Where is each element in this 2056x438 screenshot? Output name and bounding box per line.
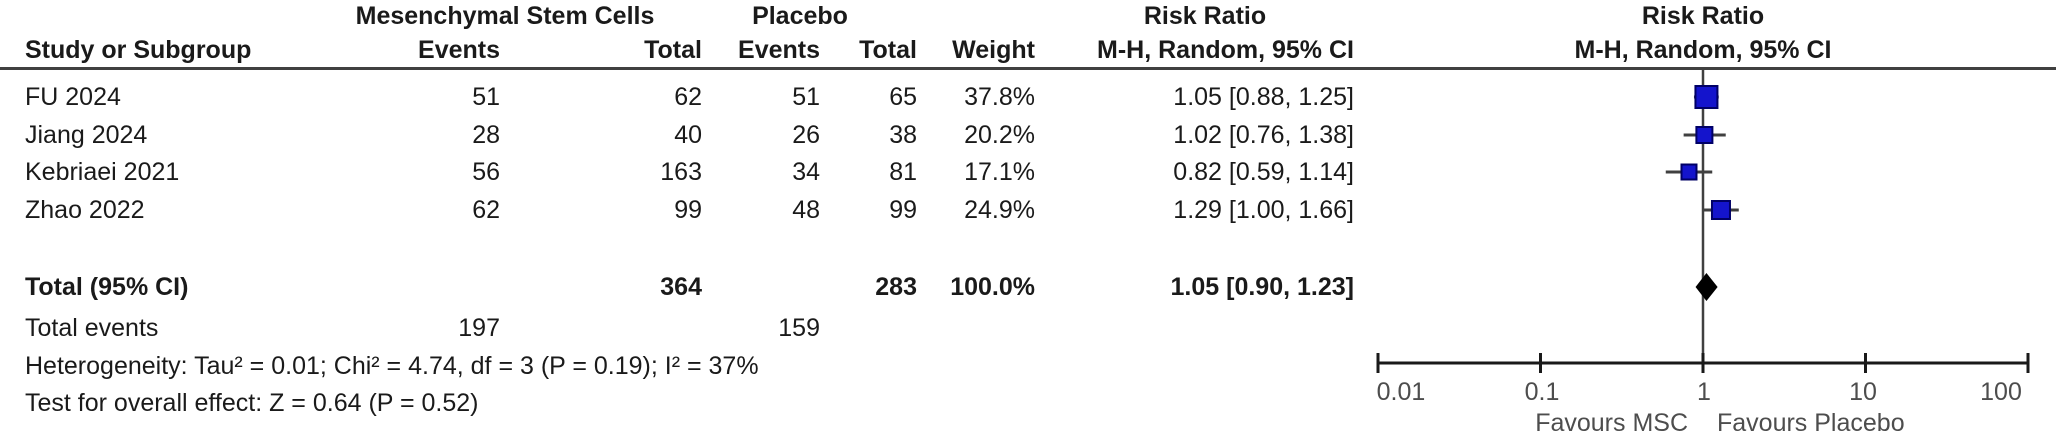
group-header-msc: Mesenchymal Stem Cells bbox=[355, 2, 655, 30]
study-name: Kebriaei 2021 bbox=[25, 158, 180, 186]
overall-effect-text: Test for overall effect: Z = 0.64 (P = 0… bbox=[25, 389, 479, 417]
axis-tick-label: 100 bbox=[1980, 378, 2022, 406]
axis-tick-label: 0.01 bbox=[1376, 378, 1426, 406]
plot-header-risk-ratio: Risk Ratio bbox=[1641, 2, 1765, 30]
msc-events: 62 bbox=[472, 196, 500, 224]
weight: 20.2% bbox=[964, 121, 1035, 149]
pl-events: 51 bbox=[792, 83, 820, 111]
rr-ci-text: 1.02 [0.76, 1.38] bbox=[1173, 121, 1354, 149]
total-events-pl: 159 bbox=[778, 314, 820, 342]
pl-events: 34 bbox=[792, 158, 820, 186]
header-rule bbox=[0, 67, 2056, 70]
col-header-msc-total: Total bbox=[644, 36, 702, 64]
pl-events: 48 bbox=[792, 196, 820, 224]
total-events-label: Total events bbox=[25, 314, 159, 342]
axis-tick-label: 10 bbox=[1849, 378, 1877, 406]
total-label: Total (95% CI) bbox=[25, 273, 189, 301]
rr-ci-text: 1.29 [1.00, 1.66] bbox=[1173, 196, 1354, 224]
weight: 24.9% bbox=[964, 196, 1035, 224]
msc-total: 99 bbox=[674, 196, 702, 224]
pl-total: 81 bbox=[889, 158, 917, 186]
col-header-pl-events: Events bbox=[738, 36, 820, 64]
group-header-risk-ratio: Risk Ratio bbox=[1143, 2, 1267, 30]
pl-total: 99 bbox=[889, 196, 917, 224]
favours-right-label: Favours Placebo bbox=[1717, 409, 1905, 437]
axis-tick-label: 1 bbox=[1697, 378, 1711, 406]
msc-events: 56 bbox=[472, 158, 500, 186]
study-name: Zhao 2022 bbox=[25, 196, 145, 224]
msc-total: 62 bbox=[674, 83, 702, 111]
total-rr-ci: 1.05 [0.90, 1.23] bbox=[1170, 273, 1354, 301]
heterogeneity-text: Heterogeneity: Tau² = 0.01; Chi² = 4.74,… bbox=[25, 352, 759, 380]
favours-left-label: Favours MSC bbox=[1535, 409, 1688, 437]
pl-total: 65 bbox=[889, 83, 917, 111]
col-header-study: Study or Subgroup bbox=[25, 36, 252, 64]
total-pl-n: 283 bbox=[875, 273, 917, 301]
study-name: FU 2024 bbox=[25, 83, 121, 111]
rr-ci-text: 0.82 [0.59, 1.14] bbox=[1173, 158, 1354, 186]
study-name: Jiang 2024 bbox=[25, 121, 148, 149]
col-header-pl-total: Total bbox=[859, 36, 917, 64]
msc-total: 163 bbox=[660, 158, 702, 186]
total-events-msc: 197 bbox=[458, 314, 500, 342]
weight: 17.1% bbox=[964, 158, 1035, 186]
msc-events: 28 bbox=[472, 121, 500, 149]
pl-total: 38 bbox=[889, 121, 917, 149]
msc-total: 40 bbox=[674, 121, 702, 149]
pl-events: 26 bbox=[792, 121, 820, 149]
col-header-msc-events: Events bbox=[418, 36, 500, 64]
col-header-weight: Weight bbox=[952, 36, 1035, 64]
msc-events: 51 bbox=[472, 83, 500, 111]
rr-ci-text: 1.05 [0.88, 1.25] bbox=[1173, 83, 1354, 111]
group-header-placebo: Placebo bbox=[752, 2, 848, 30]
total-msc-n: 364 bbox=[660, 273, 702, 301]
axis-tick-label: 0.1 bbox=[1524, 378, 1560, 406]
plot-header-mh-ci: M-H, Random, 95% CI bbox=[1574, 36, 1832, 64]
total-weight: 100.0% bbox=[950, 273, 1035, 301]
weight: 37.8% bbox=[964, 83, 1035, 111]
col-header-mh-ci: M-H, Random, 95% CI bbox=[1097, 36, 1354, 64]
